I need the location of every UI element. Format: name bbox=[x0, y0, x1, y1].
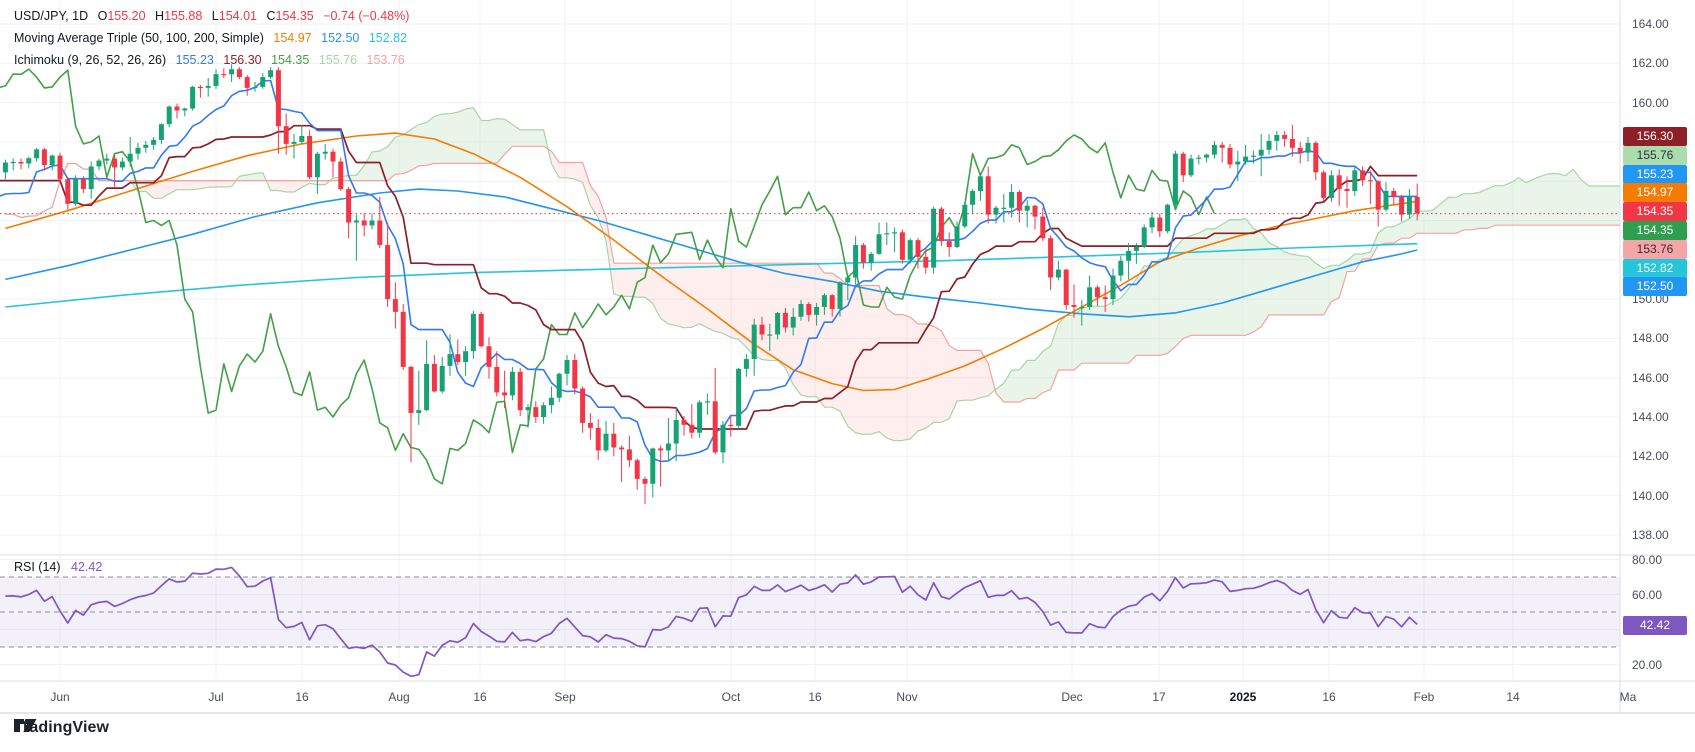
price-badge: 154.35 bbox=[1623, 202, 1687, 222]
ohlc-open: O155.20 bbox=[97, 9, 146, 23]
price-badge: 153.76 bbox=[1623, 239, 1687, 259]
time-axis-label: Feb bbox=[1413, 690, 1435, 704]
rsi-title: RSI (14) bbox=[14, 560, 61, 574]
sma-200-line bbox=[5, 242, 1418, 308]
time-axis-label: Jun bbox=[50, 690, 70, 704]
price-badge: 154.35 bbox=[1623, 220, 1687, 240]
ohlc-high: H155.88 bbox=[155, 9, 203, 23]
price-badge: 152.50 bbox=[1623, 277, 1687, 297]
price-badge: 154.97 bbox=[1623, 183, 1687, 203]
time-axis-label: 16 bbox=[473, 690, 487, 704]
sma-100-line bbox=[5, 188, 1418, 318]
ma-title: Moving Average Triple (50, 100, 200, Sim… bbox=[14, 31, 264, 45]
price-axis-label: 144.00 bbox=[1632, 410, 1669, 424]
indicator-lines bbox=[0, 68, 1418, 485]
time-axis-label: 17 bbox=[1152, 690, 1166, 704]
ma50-value: 154.97 bbox=[273, 31, 312, 45]
time-axis-label: Oct bbox=[721, 690, 741, 704]
legend: USD/JPY, 1D O155.20 H155.88 L154.01 C154… bbox=[14, 5, 415, 71]
kijun-line bbox=[0, 124, 1418, 430]
chikou-line bbox=[0, 68, 1216, 485]
change-value: −0.74 (−0.48%) bbox=[323, 9, 410, 23]
rsi-pane[interactable] bbox=[0, 555, 1620, 681]
rsi-badge: 42.42 bbox=[1623, 615, 1687, 635]
tradingview-logo-text: TradingView bbox=[14, 719, 110, 736]
time-axis-label: Nov bbox=[896, 690, 918, 704]
ohlc-low: L154.01 bbox=[211, 9, 257, 23]
rsi-axis-label: 20.00 bbox=[1632, 657, 1663, 672]
kijun-value: 156.30 bbox=[223, 53, 262, 67]
price-axis-label: 164.00 bbox=[1632, 17, 1669, 31]
ma100-value: 152.50 bbox=[321, 31, 360, 45]
legend-ichimoku-row[interactable]: Ichimoku (9, 26, 52, 26, 26) 155.23 156.… bbox=[14, 49, 415, 71]
time-axis-label: Aug bbox=[388, 690, 410, 704]
price-axis-label: 138.00 bbox=[1632, 527, 1669, 542]
time-axis-label: Jul bbox=[208, 690, 224, 704]
main-price-pane[interactable] bbox=[0, 0, 1620, 555]
price-axis-label: 148.00 bbox=[1632, 331, 1669, 346]
ma200-value: 152.82 bbox=[368, 31, 408, 45]
price-badge: 152.82 bbox=[1623, 258, 1687, 278]
rsi-axis-label: 60.00 bbox=[1632, 587, 1663, 602]
time-axis-label: 16 bbox=[1322, 690, 1336, 704]
rsi-value: 42.42 bbox=[71, 560, 103, 574]
price-axis-label: 140.00 bbox=[1632, 488, 1669, 503]
time-axis-label: 14 bbox=[1506, 690, 1520, 704]
price-badge: 155.76 bbox=[1623, 145, 1687, 165]
time-axis-label: 16 bbox=[295, 690, 309, 704]
legend-ma-row[interactable]: Moving Average Triple (50, 100, 200, Sim… bbox=[14, 27, 415, 49]
rsi-legend-row[interactable]: RSI (14) 42.42 bbox=[14, 560, 109, 574]
tenkan-value: 155.23 bbox=[175, 53, 214, 67]
tenkan-line bbox=[0, 79, 1418, 463]
rsi-line bbox=[5, 566, 1418, 678]
senkou-b-value: 153.76 bbox=[366, 53, 405, 67]
legend-symbol-row[interactable]: USD/JPY, 1D O155.20 H155.88 L154.01 C154… bbox=[14, 5, 415, 27]
time-axis-label: Ma bbox=[1619, 690, 1637, 704]
sma-50-line bbox=[5, 132, 1418, 392]
rsi-axis-label: 80.00 bbox=[1632, 552, 1663, 567]
ohlc-close: C154.35 bbox=[266, 9, 314, 23]
price-axis-label: 162.00 bbox=[1632, 56, 1669, 71]
price-badge: 156.30 bbox=[1623, 126, 1687, 146]
time-axis-label: Sep bbox=[554, 690, 576, 704]
price-axis-label: 160.00 bbox=[1632, 95, 1669, 110]
symbol-title: USD/JPY, 1D bbox=[14, 9, 89, 23]
time-axis-label: 2025 bbox=[1229, 690, 1257, 704]
gridlines bbox=[0, 0, 1620, 681]
time-axis-label: 16 bbox=[808, 690, 822, 704]
rsi-indicator bbox=[0, 566, 1620, 678]
price-axis-label: 142.00 bbox=[1632, 449, 1669, 464]
senkou-a-line bbox=[5, 107, 1620, 442]
price-badge: 155.23 bbox=[1623, 164, 1687, 184]
time-axis-label: Dec bbox=[1061, 690, 1083, 704]
ichimoku-cloud bbox=[13, 107, 1620, 441]
chikou-value: 154.35 bbox=[271, 53, 310, 67]
tradingview-logo[interactable]: TradingView bbox=[14, 719, 109, 737]
price-axis-label: 146.00 bbox=[1632, 370, 1669, 385]
senkou-a-value: 155.76 bbox=[318, 53, 358, 67]
candlestick-series bbox=[2, 64, 1420, 504]
tradingview-logo-icon bbox=[14, 719, 37, 732]
ichimoku-title: Ichimoku (9, 26, 52, 26, 26) bbox=[14, 53, 167, 67]
